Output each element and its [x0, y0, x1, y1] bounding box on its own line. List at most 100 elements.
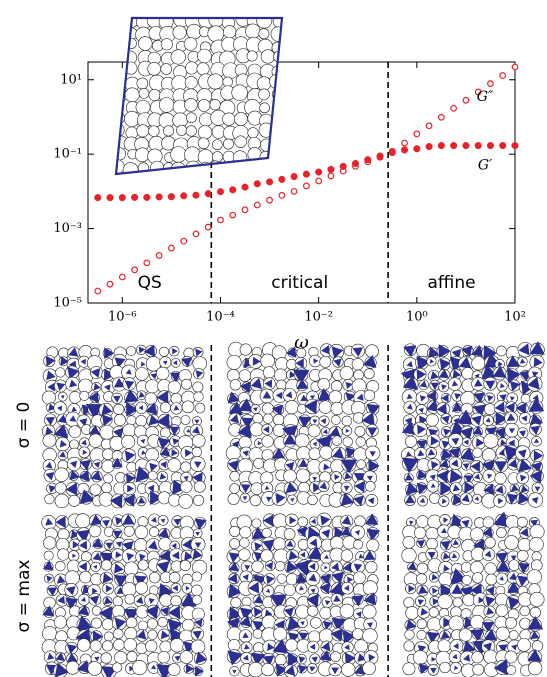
contact-triangle	[239, 607, 253, 621]
contact-triangle	[138, 346, 146, 354]
particle	[364, 480, 376, 492]
particle	[258, 161, 273, 174]
particle	[249, 494, 262, 507]
particle	[208, 18, 225, 28]
contact-triangle	[323, 554, 329, 559]
contact-triangle	[69, 379, 78, 388]
contact-triangle	[511, 644, 518, 651]
particle	[285, 638, 299, 652]
contact-triangle	[228, 583, 242, 599]
contact-triangle	[104, 384, 111, 392]
particle	[353, 539, 364, 550]
particle	[44, 494, 55, 505]
contact-triangle	[103, 596, 113, 605]
contact-triangle	[418, 585, 428, 594]
particle	[229, 525, 241, 537]
contact-triangle	[306, 593, 320, 608]
particle	[186, 112, 197, 124]
contact-triangle	[438, 368, 450, 379]
contact-triangle	[463, 475, 474, 484]
contact-triangle	[515, 402, 527, 415]
contact-triangle	[500, 439, 507, 446]
particle	[341, 415, 353, 427]
particle	[310, 617, 322, 629]
contact-triangle	[76, 529, 91, 543]
contact-triangle	[298, 656, 306, 664]
contact-triangle	[406, 393, 413, 400]
particle	[211, 125, 226, 139]
contact-triangle	[124, 380, 135, 390]
contact-triangle	[420, 607, 429, 616]
contact-triangle	[369, 451, 376, 457]
contact-triangle	[481, 621, 495, 633]
contact-triangle	[506, 493, 519, 505]
contact-triangle	[185, 585, 190, 591]
contact-triangle	[358, 553, 364, 559]
particle	[484, 562, 497, 575]
contact-triangle	[312, 482, 322, 493]
contact-triangle	[309, 395, 316, 400]
contact-triangle	[147, 540, 158, 550]
particle	[99, 424, 115, 440]
particle	[191, 584, 203, 597]
contact-triangle	[115, 551, 122, 559]
contact-triangle	[115, 541, 123, 548]
contact-triangle	[159, 472, 167, 480]
contact-triangle	[530, 461, 542, 473]
particle	[124, 627, 138, 641]
data-point	[474, 88, 482, 96]
particle	[496, 527, 507, 538]
particle	[229, 379, 242, 391]
particle	[112, 596, 123, 607]
contact-triangle	[145, 402, 158, 415]
contact-triangle	[254, 542, 263, 551]
contact-triangle	[285, 391, 293, 399]
data-point	[278, 191, 286, 199]
particle	[272, 18, 282, 29]
particle	[425, 413, 439, 427]
contact-triangle	[191, 426, 201, 434]
contact-triangle	[429, 474, 436, 481]
contact-triangle	[67, 366, 80, 380]
particle	[197, 48, 212, 64]
contact-triangle	[150, 372, 157, 380]
particle	[163, 125, 175, 137]
contact-triangle	[227, 650, 243, 666]
particle	[103, 526, 114, 537]
contact-triangle	[408, 584, 416, 593]
particle	[211, 139, 223, 151]
particle	[529, 524, 545, 540]
contact-triangle	[472, 425, 483, 436]
contact-triangle	[310, 518, 317, 525]
contact-triangle	[45, 426, 54, 436]
contact-triangle	[232, 669, 237, 674]
particle	[272, 138, 282, 153]
x-tick-label: 10⁻⁶	[108, 310, 137, 325]
contact-triangle	[495, 485, 504, 495]
contact-triangle	[143, 344, 156, 358]
contact-triangle	[497, 498, 504, 505]
contact-triangle	[366, 622, 373, 628]
particle	[351, 358, 364, 371]
contact-triangle	[78, 540, 88, 550]
contact-triangle	[340, 526, 352, 537]
contact-triangle	[449, 469, 463, 484]
contact-triangle	[342, 630, 356, 645]
contact-triangle	[347, 576, 354, 584]
contact-triangle	[102, 414, 114, 427]
particle	[192, 494, 205, 506]
contact-triangle	[172, 584, 178, 592]
contact-triangle	[486, 607, 495, 616]
particle	[272, 513, 288, 529]
particle	[158, 97, 175, 113]
particle	[90, 617, 102, 629]
particle	[155, 366, 170, 381]
contact-triangle	[472, 404, 487, 418]
particle	[88, 433, 103, 448]
data-point	[327, 172, 335, 180]
contact-triangle	[487, 395, 494, 402]
contact-triangle	[471, 415, 482, 426]
contact-triangle	[272, 638, 289, 654]
particle	[136, 124, 150, 138]
contact-triangle	[264, 485, 270, 490]
